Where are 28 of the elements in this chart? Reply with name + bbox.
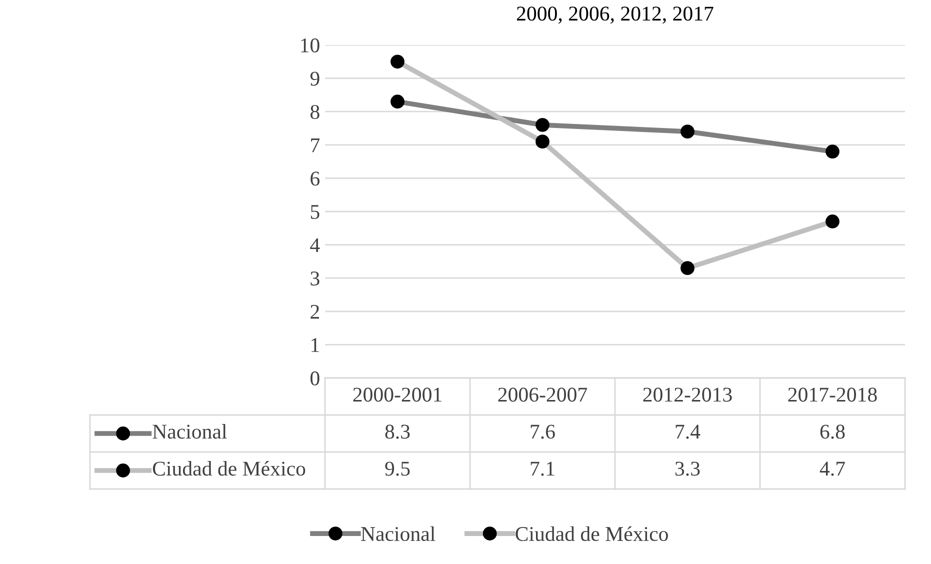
data-label: 7.1 [530, 462, 554, 476]
y-tick-label: 10 [301, 38, 320, 52]
y-tick-label: 7 [311, 138, 320, 152]
data-label: 8.3 [385, 424, 410, 439]
chart-title: 2000, 2006, 2012, 2017 [516, 6, 714, 24]
y-tick-label: 0 [310, 371, 320, 386]
data-label: 7.6 [530, 424, 555, 439]
y-tick-label: 1 [312, 338, 319, 352]
data-label: 6.8 [820, 424, 845, 439]
x-tick-label: 2006-2007 [498, 388, 588, 402]
y-tick-label: 5 [310, 205, 320, 219]
data-label: 3.3 [675, 462, 700, 476]
y-tick-label: 3 [310, 272, 320, 286]
y-tick-label: 2 [310, 304, 319, 319]
y-tick-label: 4 [310, 238, 320, 252]
text: Ciudad de México [516, 526, 668, 542]
data-label: 4.7 [820, 462, 845, 476]
legend-label: Nacional [152, 424, 227, 439]
x-tick-label: 2017-2018 [788, 388, 877, 402]
legend-label: Ciudad de México [152, 461, 306, 476]
y-tick-label: 6 [310, 172, 320, 186]
text: Nacional [361, 526, 436, 542]
y-tick-label: 9 [310, 72, 320, 86]
data-label: 9.5 [385, 462, 410, 476]
x-tick-label: 2000-2001 [353, 388, 442, 402]
y-tick-label: 8 [310, 104, 320, 120]
data-label: 7.4 [676, 424, 700, 439]
x-tick-label: 2012-2013 [643, 388, 732, 402]
